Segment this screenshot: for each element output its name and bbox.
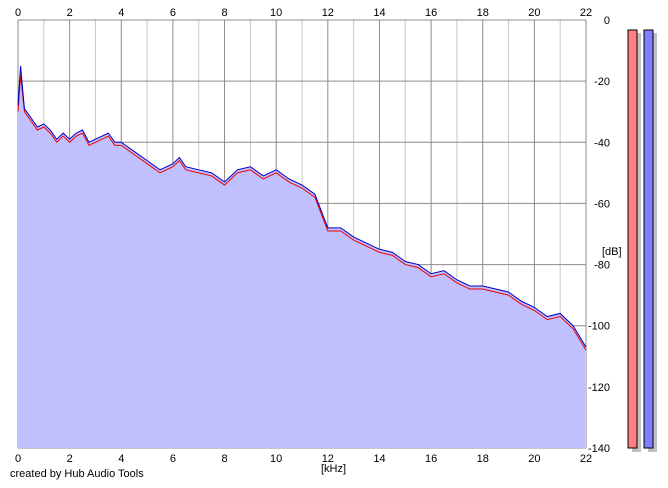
y-tick: -60 [594,198,610,210]
x-tick-bottom: 4 [118,453,124,465]
y-tick: -140 [588,443,610,455]
level-meter-left [627,29,638,449]
level-meter-right [643,29,654,449]
y-tick: -100 [588,321,610,333]
spectrum-series-left [17,74,587,351]
x-tick-top: 6 [170,7,176,19]
x-tick-bottom: 2 [67,453,73,465]
y-tick: -20 [594,76,610,88]
x-tick-top: 22 [580,7,592,19]
x-tick-bottom: 20 [528,453,540,465]
x-tick-top: 18 [477,7,489,19]
x-axis-label: [kHz] [321,463,346,475]
x-tick-top: 2 [67,7,73,19]
x-tick-top: 12 [322,7,334,19]
spectrum-series-right [17,65,587,348]
x-tick-top: 10 [270,7,282,19]
y-tick: 0 [604,15,610,27]
x-tick-top: 14 [373,7,385,19]
x-tick-bottom: 8 [221,453,227,465]
credit-text: created by Hub Audio Tools [10,468,144,480]
x-tick-bottom: 22 [580,453,592,465]
x-tick-bottom: 0 [15,453,21,465]
y-axis-label: [dB] [602,246,622,258]
y-tick: -80 [594,260,610,272]
tick-labels: 002244668810101212141416161818202022220-… [15,7,610,465]
x-tick-bottom: 14 [373,453,385,465]
x-tick-bottom: 18 [477,453,489,465]
x-tick-bottom: 6 [170,453,176,465]
x-tick-bottom: 12 [322,453,334,465]
x-tick-top: 0 [15,7,21,19]
x-tick-top: 16 [425,7,437,19]
spectrum-fill-area [18,65,586,448]
y-tick: -40 [594,137,610,149]
y-tick: -120 [588,382,610,394]
x-tick-top: 20 [528,7,540,19]
x-tick-bottom: 10 [270,453,282,465]
x-tick-bottom: 16 [425,453,437,465]
x-tick-top: 4 [118,7,124,19]
x-tick-top: 8 [221,7,227,19]
